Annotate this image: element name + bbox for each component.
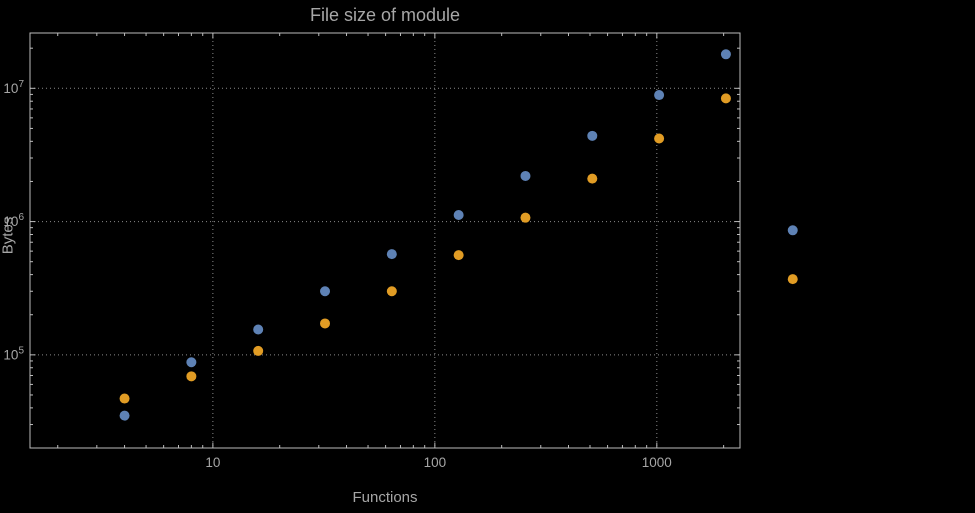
plot-frame xyxy=(29,32,741,449)
data-point-series-1-blue xyxy=(119,410,130,421)
data-point-series-2-orange xyxy=(186,371,197,382)
data-point-series-1-blue xyxy=(386,249,397,260)
data-point-series-2-orange xyxy=(386,286,397,297)
x-tick-label: 10 xyxy=(205,455,220,470)
data-point-series-2-orange xyxy=(720,93,731,104)
data-point-series-1-blue xyxy=(720,49,731,60)
x-tick-label: 1000 xyxy=(642,455,672,470)
data-point-series-1-blue xyxy=(320,286,331,297)
data-point-series-1-blue xyxy=(654,90,665,101)
data-point-series-2-orange xyxy=(587,173,598,184)
data-point-series-1-blue xyxy=(253,324,264,335)
chart-title: File size of module xyxy=(309,5,461,25)
y-tick-label: 106 xyxy=(3,212,24,229)
data-point-series-2-orange xyxy=(520,212,531,223)
data-point-series-1-blue xyxy=(453,210,464,221)
data-point-series-2-orange xyxy=(119,393,130,404)
data-point-series-1-blue xyxy=(787,225,798,236)
data-point-series-1-blue xyxy=(587,130,598,141)
x-tick-label: 100 xyxy=(424,455,447,470)
data-point-series-2-orange xyxy=(654,133,665,144)
data-point-series-2-orange xyxy=(453,250,464,261)
y-tick-label: 107 xyxy=(3,79,24,96)
data-point-series-1-blue xyxy=(186,357,197,368)
y-tick-label: 105 xyxy=(3,345,24,362)
data-point-series-2-orange xyxy=(787,274,798,285)
data-point-series-2-orange xyxy=(253,345,264,356)
data-point-series-1-blue xyxy=(520,170,531,181)
data-point-series-2-orange xyxy=(320,318,331,329)
x-axis-label: Functions xyxy=(352,489,418,506)
